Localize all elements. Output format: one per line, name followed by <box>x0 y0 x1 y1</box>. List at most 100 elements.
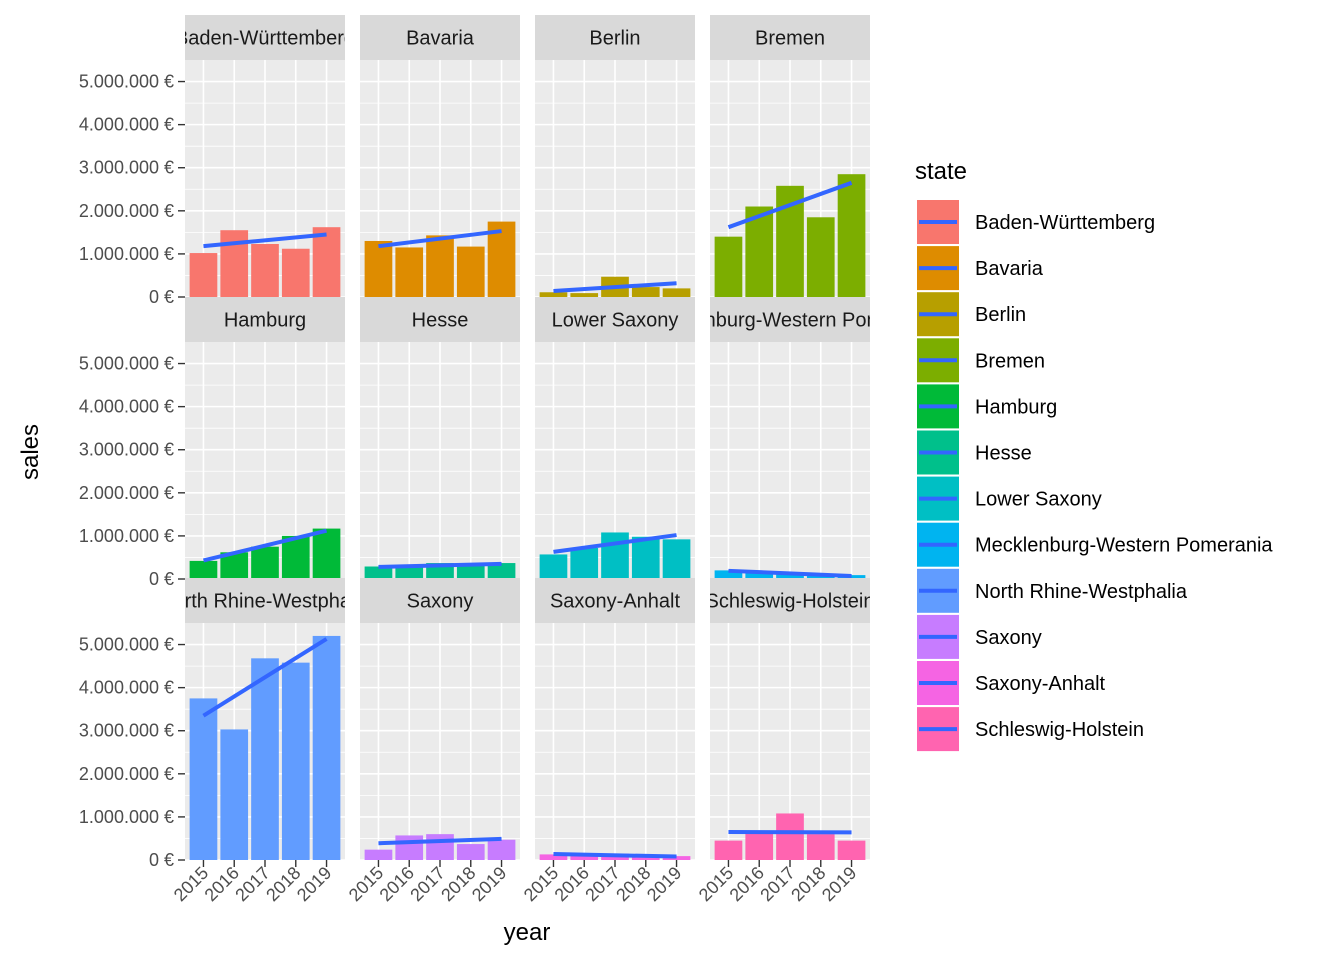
y-tick-label: 2.000.000 € <box>79 764 174 784</box>
facet-strip <box>185 15 345 60</box>
facet-panel: Lower Saxony <box>535 297 695 580</box>
x-tick-label: 2017 <box>231 863 273 905</box>
legend-label: Bavaria <box>975 258 1044 280</box>
facet-panel: Schleswig-Holstein <box>706 578 875 861</box>
trend-line <box>378 229 502 249</box>
bar <box>837 840 866 860</box>
x-tick-label: 2017 <box>581 863 623 905</box>
bar <box>745 833 774 860</box>
bar <box>837 174 866 297</box>
bar <box>776 813 804 860</box>
x-tick-label: 2018 <box>612 863 654 905</box>
y-tick-label: 0 € <box>149 850 174 870</box>
bar <box>714 570 743 579</box>
legend-label: Lower Saxony <box>975 489 1102 511</box>
bar <box>456 246 485 297</box>
bar <box>570 855 599 860</box>
legend-label: Hesse <box>975 443 1032 465</box>
facet-strip <box>535 15 695 60</box>
bar <box>631 856 660 860</box>
legend-item: Schleswig-Holstein <box>917 707 1144 752</box>
bar <box>189 253 218 297</box>
y-tick-label: 3.000.000 € <box>79 440 174 460</box>
bar <box>539 292 568 297</box>
facet-strip-label: Schleswig-Holstein <box>706 591 875 613</box>
facet-strip-label: Berlin <box>589 28 640 50</box>
x-tick-label: 2016 <box>726 863 768 905</box>
facet-strip-label: Mecklenburg-Western Pomerania <box>641 310 939 332</box>
bar <box>251 243 279 297</box>
y-tick-label: 0 € <box>149 569 174 589</box>
bar <box>745 206 774 297</box>
y-tick-label: 2.000.000 € <box>79 483 174 503</box>
x-tick-label: 2015 <box>345 863 387 905</box>
facet-panel: Baden-Württemberg <box>185 15 345 298</box>
facet-strip <box>360 15 520 60</box>
bar <box>631 287 660 297</box>
y-tick-label: 3.000.000 € <box>79 158 174 178</box>
bar <box>662 288 691 297</box>
facet-panel: Berlin <box>535 15 695 298</box>
x-tick-label: 2019 <box>643 863 685 905</box>
bar <box>570 293 599 297</box>
y-tick-label: 2.000.000 € <box>79 201 174 221</box>
x-tick-label: 2017 <box>406 863 448 905</box>
facet-strip <box>710 15 870 60</box>
trend-line <box>553 851 677 859</box>
bar <box>395 565 424 579</box>
bar <box>251 658 279 860</box>
bar <box>806 834 835 860</box>
facet-strip-label: North Rhine-Westphalia <box>159 591 372 613</box>
y-tick-label: 4.000.000 € <box>79 397 174 417</box>
legend-label: Saxony <box>975 627 1042 649</box>
bar <box>776 572 804 579</box>
bar <box>662 856 691 860</box>
legend-item: Hesse <box>917 430 1032 475</box>
facet-strip <box>185 578 345 623</box>
facet-strip-label: Hamburg <box>224 310 306 332</box>
facet-strip <box>360 578 520 623</box>
facet-strip-label: Saxony-Anhalt <box>550 591 681 613</box>
x-tick-label: 2018 <box>787 863 829 905</box>
bar <box>251 546 279 579</box>
facet-panel: Saxony <box>360 578 520 861</box>
facet-strip <box>535 578 695 623</box>
x-tick-label: 2019 <box>293 863 335 905</box>
bar <box>426 834 454 860</box>
trend-line <box>553 281 677 293</box>
bar <box>601 532 629 579</box>
legend-label: Berlin <box>975 304 1026 326</box>
legend-label: Hamburg <box>975 396 1057 418</box>
y-tick-label: 0 € <box>149 287 174 307</box>
bar <box>539 854 568 860</box>
facet-strip <box>710 297 870 342</box>
bar <box>220 230 249 297</box>
facet-strip <box>710 578 870 623</box>
facet-panel: Hamburg <box>185 297 345 580</box>
trend-line <box>728 568 852 578</box>
y-tick-label: 1.000.000 € <box>79 807 174 827</box>
x-tick-label: 2015 <box>520 863 562 905</box>
x-tick-label: 2016 <box>551 863 593 905</box>
facet-panel: Bremen <box>710 15 870 298</box>
facet-strip-label: Hesse <box>412 310 469 332</box>
bar <box>281 535 310 579</box>
bar <box>281 248 310 297</box>
bar <box>487 839 516 860</box>
y-tick-label: 1.000.000 € <box>79 526 174 546</box>
x-tick-label: 2019 <box>468 863 510 905</box>
bar <box>312 227 341 297</box>
y-axis-title: sales <box>17 424 44 480</box>
legend-item: North Rhine-Westphalia <box>917 568 1188 613</box>
legend-item: Baden-Württemberg <box>917 200 1155 244</box>
bar <box>487 563 516 579</box>
x-tick-label: 2015 <box>695 863 737 905</box>
legend-label: Schleswig-Holstein <box>975 719 1144 741</box>
trend-line <box>553 533 677 554</box>
y-tick-label: 4.000.000 € <box>79 678 174 698</box>
y-tick-label: 5.000.000 € <box>79 72 174 92</box>
facet-panel: Bavaria <box>360 15 520 298</box>
bar <box>364 849 393 860</box>
y-tick-label: 5.000.000 € <box>79 354 174 374</box>
